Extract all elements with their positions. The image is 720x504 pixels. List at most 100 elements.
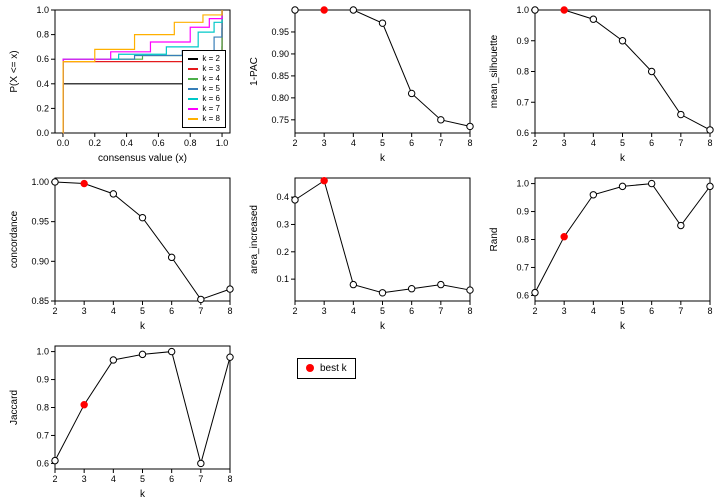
svg-text:0.8: 0.8 <box>184 138 197 148</box>
svg-text:0.3: 0.3 <box>276 219 289 229</box>
svg-text:5: 5 <box>620 138 625 148</box>
metric-conc: 2 3 4 5 6 7 8 0.85 0.90 0.95 1.00 k concordance <box>0 168 240 336</box>
svg-text:6: 6 <box>409 138 414 148</box>
svg-text:7: 7 <box>198 474 203 484</box>
svg-text:6: 6 <box>649 306 654 316</box>
svg-text:0.7: 0.7 <box>36 430 49 440</box>
svg-text:7: 7 <box>438 138 443 148</box>
svg-text:5: 5 <box>140 474 145 484</box>
svg-text:2: 2 <box>532 306 537 316</box>
svg-text:6: 6 <box>169 474 174 484</box>
metric-pac: 23456780.750.800.850.900.95k1-PAC <box>240 0 480 168</box>
svg-text:2: 2 <box>52 474 57 484</box>
svg-text:1-PAC: 1-PAC <box>249 57 260 86</box>
svg-text:8: 8 <box>227 306 232 316</box>
svg-text:0.75: 0.75 <box>271 115 289 125</box>
svg-text:0.8: 0.8 <box>516 67 529 77</box>
svg-text:0.90: 0.90 <box>271 49 289 59</box>
svg-text:1.0: 1.0 <box>36 5 49 15</box>
svg-text:0.2: 0.2 <box>36 103 49 113</box>
svg-text:0.6: 0.6 <box>36 458 49 468</box>
svg-text:7: 7 <box>198 306 203 316</box>
svg-text:3: 3 <box>82 306 87 316</box>
svg-text:k: k <box>380 153 386 164</box>
svg-text:0.0: 0.0 <box>57 138 70 148</box>
svg-text:0.85: 0.85 <box>31 296 49 306</box>
svg-text:8: 8 <box>707 306 712 316</box>
svg-text:8: 8 <box>467 306 472 316</box>
svg-text:0.9: 0.9 <box>36 375 49 385</box>
svg-text:4: 4 <box>591 306 596 316</box>
svg-text:k: k <box>380 321 386 332</box>
svg-text:0.1: 0.1 <box>276 274 289 284</box>
svg-text:0.2: 0.2 <box>276 247 289 257</box>
svg-text:consensus value (x): consensus value (x) <box>98 153 187 164</box>
svg-text:0.8: 0.8 <box>36 30 49 40</box>
svg-text:3: 3 <box>562 306 567 316</box>
svg-text:0.9: 0.9 <box>516 207 529 217</box>
svg-text:3: 3 <box>322 138 327 148</box>
svg-text:0.9: 0.9 <box>516 36 529 46</box>
svg-text:Rand: Rand <box>489 228 500 252</box>
svg-text:0.6: 0.6 <box>516 290 529 300</box>
svg-text:6: 6 <box>409 306 414 316</box>
svg-text:6: 6 <box>169 306 174 316</box>
svg-text:0.4: 0.4 <box>36 79 49 89</box>
svg-text:5: 5 <box>140 306 145 316</box>
svg-text:4: 4 <box>351 138 356 148</box>
svg-text:Jaccard: Jaccard <box>9 390 20 425</box>
svg-text:1.0: 1.0 <box>516 179 529 189</box>
ecdf-chart: 0.00.20.40.60.81.00.00.20.40.60.81.0cons… <box>0 0 240 168</box>
ecdf-legend: k = 2k = 3k = 4k = 5k = 6k = 7k = 8 <box>182 50 226 128</box>
svg-text:0.90: 0.90 <box>31 256 49 266</box>
svg-text:1.0: 1.0 <box>516 5 529 15</box>
svg-text:4: 4 <box>591 138 596 148</box>
svg-text:k: k <box>140 321 146 332</box>
svg-text:concordance: concordance <box>9 210 20 268</box>
svg-text:0.6: 0.6 <box>152 138 165 148</box>
svg-text:0.95: 0.95 <box>271 27 289 37</box>
svg-text:1.0: 1.0 <box>36 347 49 357</box>
svg-text:6: 6 <box>649 138 654 148</box>
svg-text:1.00: 1.00 <box>31 177 49 187</box>
best-k-label: best k <box>320 363 347 374</box>
svg-text:0.2: 0.2 <box>89 138 102 148</box>
svg-text:3: 3 <box>82 474 87 484</box>
svg-text:0.80: 0.80 <box>271 93 289 103</box>
best-k-legend: best k <box>297 358 356 379</box>
svg-text:0.4: 0.4 <box>276 192 289 202</box>
svg-text:0.7: 0.7 <box>516 262 529 272</box>
svg-text:8: 8 <box>467 138 472 148</box>
svg-text:0.6: 0.6 <box>36 54 49 64</box>
svg-text:2: 2 <box>52 306 57 316</box>
svg-text:k: k <box>140 489 146 500</box>
metric-msil: 23456780.60.70.80.91.0kmean_silhouette <box>480 0 720 168</box>
svg-text:4: 4 <box>111 474 116 484</box>
svg-text:2: 2 <box>532 138 537 148</box>
svg-text:mean_silhouette: mean_silhouette <box>489 34 500 108</box>
svg-text:2: 2 <box>292 306 297 316</box>
svg-text:0.85: 0.85 <box>271 71 289 81</box>
svg-text:0.6: 0.6 <box>516 128 529 138</box>
svg-text:4: 4 <box>351 306 356 316</box>
svg-text:8: 8 <box>707 138 712 148</box>
svg-text:k: k <box>620 321 626 332</box>
metric-jac: 2 3 4 5 6 7 8 0.6 0.7 0.8 0.9 1.0 k Jaccard <box>0 336 240 504</box>
svg-text:1.0: 1.0 <box>216 138 229 148</box>
svg-text:4: 4 <box>111 306 116 316</box>
svg-text:7: 7 <box>678 138 683 148</box>
svg-text:0.8: 0.8 <box>516 235 529 245</box>
svg-text:8: 8 <box>227 474 232 484</box>
metric-rand: 2 3 4 5 6 7 8 0.6 0.7 0.8 0.9 1.0 k Rand <box>480 168 720 336</box>
svg-text:0.95: 0.95 <box>31 217 49 227</box>
svg-text:0.4: 0.4 <box>120 138 133 148</box>
best-k-dot <box>306 364 314 372</box>
svg-text:P(X <= x): P(X <= x) <box>9 50 20 92</box>
svg-text:3: 3 <box>322 306 327 316</box>
svg-text:7: 7 <box>678 306 683 316</box>
svg-text:3: 3 <box>562 138 567 148</box>
svg-text:0.8: 0.8 <box>36 403 49 413</box>
svg-text:0.7: 0.7 <box>516 97 529 107</box>
svg-text:area_increased: area_increased <box>249 205 260 274</box>
svg-text:5: 5 <box>620 306 625 316</box>
